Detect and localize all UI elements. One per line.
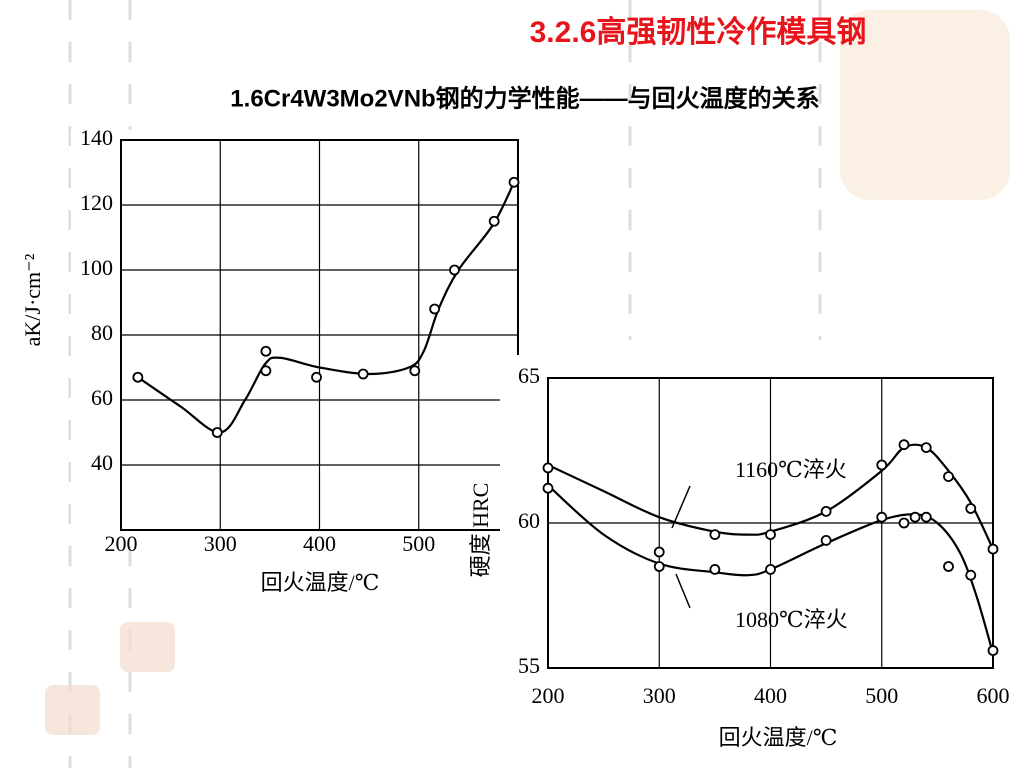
data-point (987, 645, 999, 656)
x-axis-label: 回火温度/℃ (261, 570, 380, 595)
slide-subtitle: 1.6Cr4W3Mo2VNb钢的力学性能——与回火温度的关系 (230, 84, 819, 112)
data-point (508, 176, 520, 188)
data-point (542, 482, 554, 494)
chart: 40 60 80 100 120 140 200 300 400 500 回火温度/℃ aK/J·cm… (20, 125, 528, 595)
plot-frame (547, 377, 994, 669)
y-axis-label: aK/J·cm⁻² (20, 253, 45, 346)
data-point (876, 511, 888, 523)
data-point (820, 535, 832, 546)
y-tick-label: 140 (80, 125, 113, 150)
y-tick-label: 40 (91, 450, 113, 475)
data-point (449, 264, 460, 276)
data-point (653, 546, 665, 558)
y-tick-label: 80 (91, 320, 113, 345)
data-point (965, 569, 977, 581)
y-axis-label: 硬度 HRC (468, 483, 493, 578)
data-point (653, 561, 665, 572)
data-point (488, 215, 500, 227)
data-point (765, 564, 776, 575)
data-point (542, 462, 554, 474)
x-tick-label: 300 (643, 683, 676, 708)
y-tick-label: 60 (91, 385, 113, 410)
data-point (943, 561, 954, 572)
y-tick-label: 55 (518, 653, 540, 678)
annotation-leader (671, 485, 691, 529)
x-tick-label: 600 (977, 683, 1010, 708)
series-annotation: 1160℃淬火 (735, 457, 847, 482)
x-tick-label: 400 (754, 683, 787, 708)
data-point (820, 505, 832, 517)
y-tick-label: 65 (518, 363, 540, 388)
x-tick-label: 500 (865, 683, 898, 708)
data-point (876, 459, 888, 471)
x-tick-label: 300 (204, 531, 237, 556)
x-axis-label: 回火温度/℃ (719, 725, 838, 750)
y-tick-label: 60 (518, 508, 540, 533)
data-point (709, 564, 721, 575)
data-point (357, 368, 369, 380)
x-tick-label: 200 (105, 531, 138, 556)
data-point (987, 543, 999, 555)
data-point (132, 371, 144, 383)
data-point (709, 529, 721, 540)
watermark (45, 685, 100, 735)
data-point (920, 511, 932, 523)
data-point (965, 503, 977, 514)
data-point (898, 517, 910, 529)
data-point (909, 511, 921, 523)
data-point (409, 365, 421, 377)
annotation-leader (675, 573, 691, 609)
series-annotation: 1080℃淬火 (735, 607, 848, 632)
x-tick-label: 500 (402, 531, 435, 556)
data-point (765, 529, 776, 540)
x-tick-label: 400 (303, 531, 336, 556)
data-point (943, 471, 954, 483)
data-point (260, 365, 272, 377)
x-tick-label: 200 (532, 683, 565, 708)
data-point (429, 303, 441, 315)
watermark (840, 10, 1010, 200)
data-point (211, 427, 223, 438)
chart: 55 60 65 200 300 400 500 600 回火温度/℃ 硬度 HRC 1160℃淬火… (468, 355, 1024, 768)
data-point (898, 439, 910, 451)
data-point (260, 345, 272, 357)
y-tick-label: 100 (80, 255, 113, 280)
data-point (920, 442, 932, 454)
slide-title: 3.2.6高强韧性冷作模具钢 (530, 16, 867, 49)
data-point (311, 371, 322, 383)
watermark (120, 622, 175, 672)
plot-frame (120, 139, 519, 531)
y-tick-label: 120 (80, 190, 113, 215)
chart-panel (500, 355, 1024, 768)
